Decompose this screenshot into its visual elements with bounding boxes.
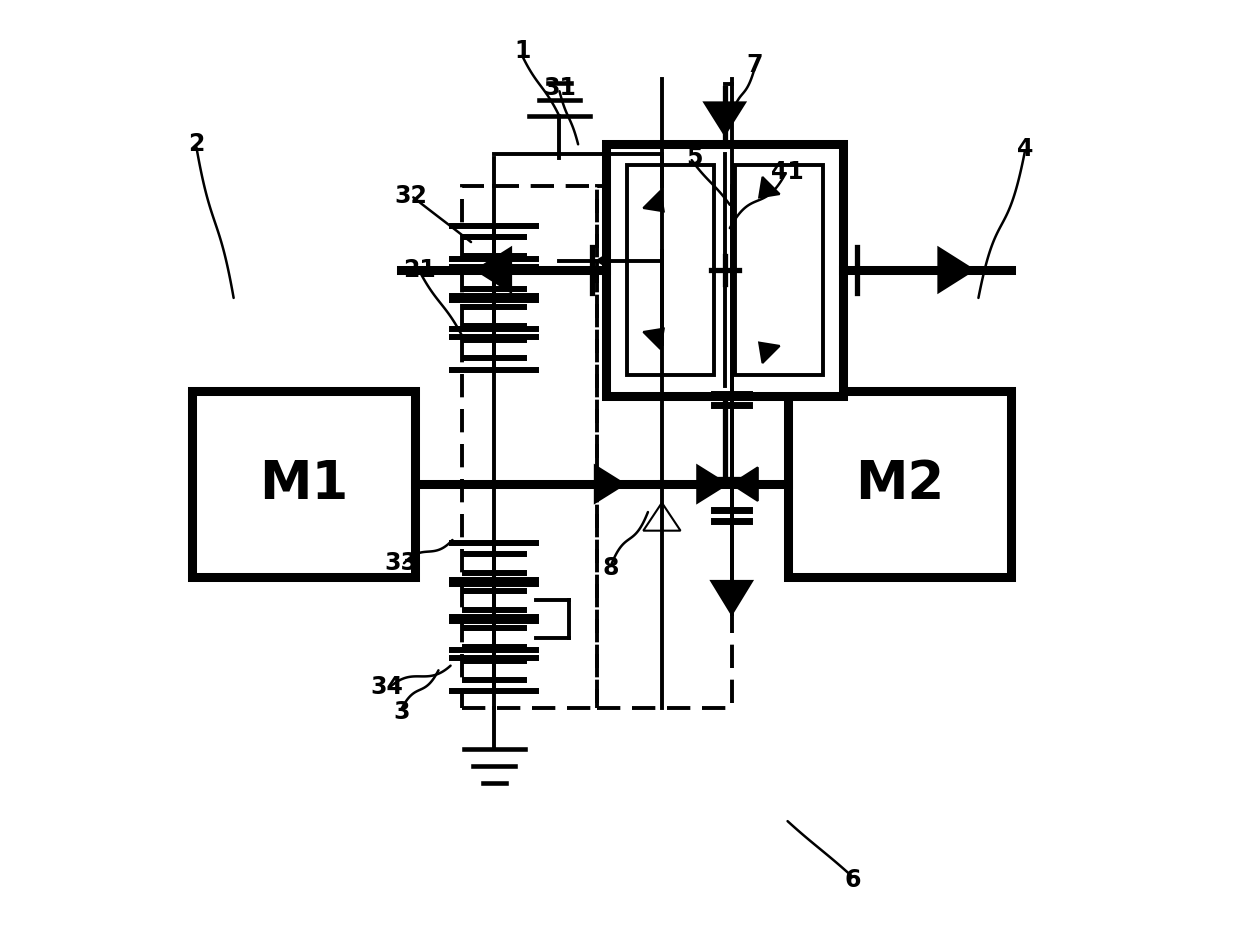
Polygon shape: [697, 466, 727, 503]
Bar: [606, 144, 843, 396]
Polygon shape: [759, 177, 780, 197]
Text: 41: 41: [771, 160, 804, 184]
Bar: [626, 165, 714, 375]
Polygon shape: [595, 466, 625, 503]
Polygon shape: [704, 102, 745, 135]
Bar: [192, 391, 415, 577]
Polygon shape: [939, 248, 973, 292]
Polygon shape: [644, 317, 681, 344]
Bar: [735, 165, 823, 375]
Text: 32: 32: [394, 183, 427, 208]
Text: 3: 3: [393, 700, 409, 724]
Text: 34: 34: [371, 675, 404, 699]
Text: M1: M1: [259, 458, 348, 510]
Polygon shape: [759, 343, 780, 363]
Text: 8: 8: [603, 556, 619, 580]
Polygon shape: [644, 329, 663, 349]
Polygon shape: [596, 244, 625, 277]
Polygon shape: [732, 467, 758, 501]
Bar: [787, 391, 1011, 577]
Polygon shape: [644, 191, 663, 211]
Text: M2: M2: [854, 458, 944, 510]
Text: 7: 7: [746, 53, 764, 77]
Bar: [461, 186, 596, 708]
Text: 31: 31: [543, 76, 575, 101]
Polygon shape: [712, 581, 753, 614]
Bar: [596, 186, 732, 708]
Polygon shape: [476, 248, 511, 292]
Text: 2: 2: [188, 132, 205, 156]
Text: 5: 5: [686, 146, 703, 170]
Text: 21: 21: [403, 258, 436, 282]
Text: 4: 4: [1017, 137, 1033, 161]
Polygon shape: [644, 503, 681, 531]
Text: 1: 1: [515, 39, 531, 63]
Text: 33: 33: [384, 551, 418, 575]
Text: 6: 6: [844, 868, 861, 892]
